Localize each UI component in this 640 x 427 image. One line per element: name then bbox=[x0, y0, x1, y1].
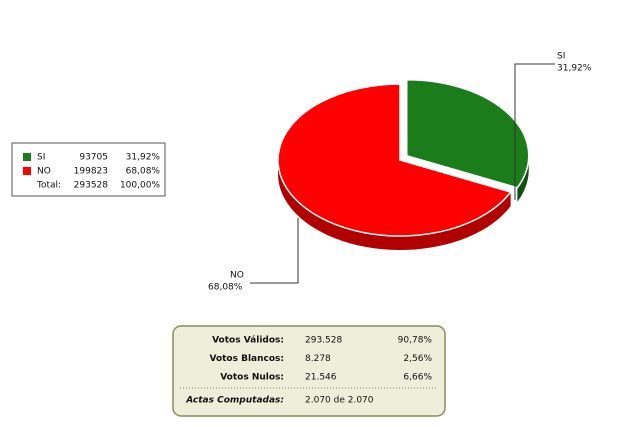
summary-value: 293.528 bbox=[305, 336, 342, 346]
actas-label: Actas Computadas: bbox=[185, 396, 284, 406]
legend-label: NO bbox=[37, 167, 51, 177]
summary-value: 8.278 bbox=[305, 354, 331, 364]
summary-percent: 2,56% bbox=[403, 354, 432, 364]
legend-total-label: Total: bbox=[36, 181, 61, 191]
summary-label: Votos Nulos: bbox=[220, 373, 284, 383]
legend-label: SI bbox=[37, 153, 45, 163]
summary-value: 21.546 bbox=[305, 373, 337, 383]
pie-top bbox=[405, 78, 530, 189]
summary-box bbox=[172, 325, 446, 417]
legend-swatch bbox=[23, 153, 31, 161]
slice-label: SI bbox=[557, 52, 565, 62]
legend-percent: 68,08% bbox=[126, 167, 161, 177]
slice-percent: 31,92% bbox=[557, 64, 592, 74]
pie-slice bbox=[277, 83, 512, 250]
legend-votes: 199823 bbox=[74, 167, 108, 177]
pie-side bbox=[278, 160, 511, 250]
callout-line bbox=[250, 218, 299, 284]
pie-slice bbox=[405, 78, 530, 202]
summary-label: Votos Blancos: bbox=[209, 354, 284, 364]
legend-percent: 31,92% bbox=[126, 153, 161, 163]
legend-total-percent: 100,00% bbox=[120, 181, 160, 191]
summary-percent: 90,78% bbox=[398, 336, 433, 346]
summary-percent: 6,66% bbox=[403, 373, 432, 383]
pie-top bbox=[277, 83, 512, 237]
legend-votes: 93705 bbox=[79, 153, 108, 163]
legend-swatch bbox=[23, 167, 31, 175]
actas-value: 2.070 de 2.070 bbox=[305, 396, 374, 406]
legend-total-votes: 293528 bbox=[74, 181, 109, 191]
slice-label: NO bbox=[230, 271, 244, 281]
callout-line bbox=[514, 63, 555, 200]
legend-box bbox=[11, 142, 166, 197]
summary-label: Votos Válidos: bbox=[212, 336, 284, 346]
slice-percent: 68,08% bbox=[208, 283, 243, 293]
